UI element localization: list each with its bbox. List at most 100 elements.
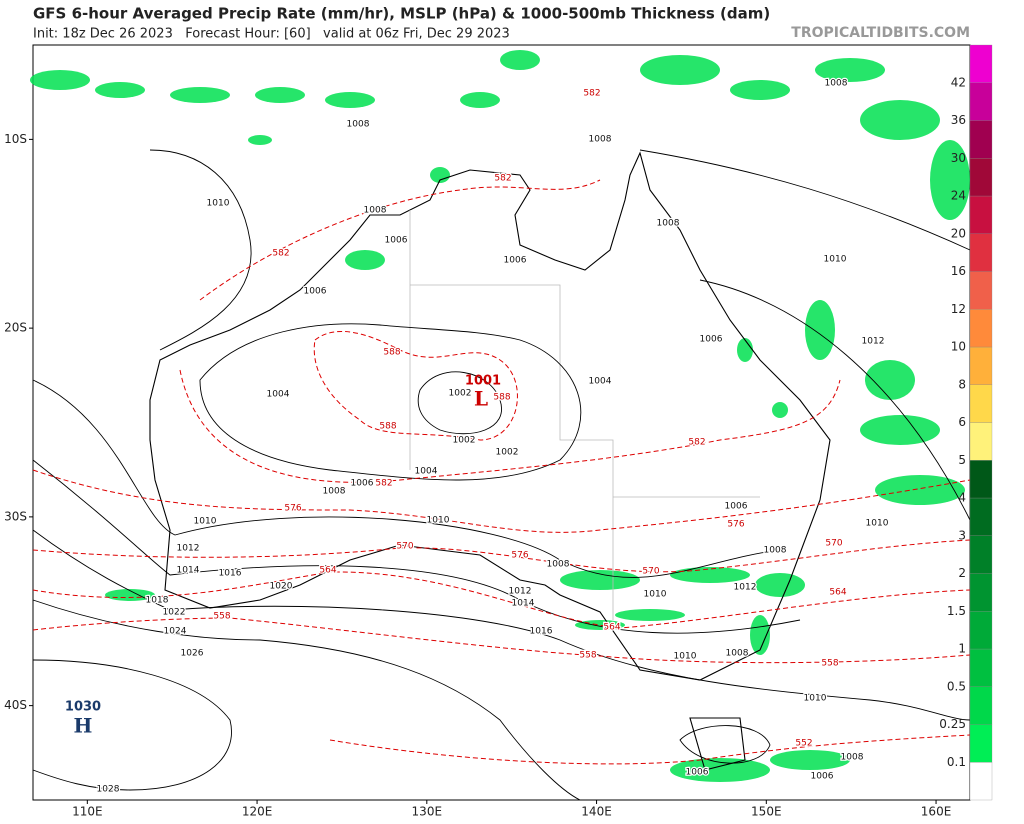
colorbar-label: 0.25 — [939, 717, 966, 731]
colorbar-label: 30 — [951, 151, 966, 165]
isobar-label: 1026 — [181, 649, 204, 659]
isobar-label: 1004 — [415, 467, 438, 477]
coastline — [149, 151, 831, 771]
colorbar-label: 16 — [951, 264, 966, 278]
isobar-label: 1022 — [163, 608, 186, 618]
precip-area — [875, 475, 965, 505]
thickness-label: 582 — [272, 249, 289, 259]
colorbar-box — [969, 82, 993, 121]
title: GFS 6-hour Averaged Precip Rate (mm/hr),… — [33, 5, 770, 23]
colorbar-label: 10 — [951, 340, 966, 354]
isobar-label: 1018 — [146, 596, 169, 606]
precip-area — [750, 615, 770, 655]
isobar-label: 1006 — [385, 236, 408, 246]
isobar-label: 1006 — [811, 772, 834, 782]
precip-area — [755, 573, 805, 597]
colorbar-box — [969, 648, 993, 687]
low-symbol: L — [474, 387, 488, 411]
colorbar-box — [969, 573, 993, 612]
precip-area — [95, 82, 145, 98]
isobar-label: 1016 — [219, 569, 242, 579]
isobar-label: 1010 — [644, 590, 667, 600]
colorbar-label: 24 — [951, 189, 966, 203]
subtitle: Init: 18z Dec 26 2023 Forecast Hour: [60… — [33, 27, 510, 42]
isobar — [32, 599, 581, 801]
colorbar-label: 5 — [958, 453, 966, 467]
isobar-label: 1010 — [824, 255, 847, 265]
colorbar-box — [969, 686, 993, 725]
precip-area — [770, 750, 850, 770]
isobar-label: 1014 — [177, 566, 200, 576]
isobar-label: 1006 — [504, 256, 527, 266]
isobar-label: 1008 — [764, 546, 787, 556]
isobar — [32, 459, 801, 634]
precip-area — [815, 58, 885, 82]
precip-area — [345, 250, 385, 270]
thickness-label: 588 — [379, 422, 396, 432]
state-borders — [409, 210, 760, 620]
colorbar-box — [969, 233, 993, 272]
precip-area — [805, 300, 835, 360]
precip-area — [500, 50, 540, 70]
precip-area — [105, 589, 155, 601]
high-symbol: H — [74, 714, 93, 738]
precip-area — [670, 567, 750, 583]
isobar — [32, 529, 971, 721]
colorbar-box — [969, 346, 993, 385]
colorbar-box — [969, 460, 993, 499]
precip-area — [248, 135, 272, 145]
isobar-label: 1006 — [351, 479, 374, 489]
thickness-line — [32, 571, 971, 629]
precip-area — [670, 758, 770, 782]
thickness-label: 588 — [493, 393, 510, 403]
isobar-label: 1008 — [364, 206, 387, 216]
thickness-label: 582 — [375, 479, 392, 489]
thickness-label: 576 — [284, 504, 301, 514]
thickness-label: 582 — [688, 438, 705, 448]
isobar — [639, 149, 971, 251]
isobar-label: 1008 — [825, 79, 848, 89]
isobar-label: 1008 — [726, 649, 749, 659]
precip-area — [640, 55, 720, 85]
precip-area — [170, 87, 230, 103]
colorbar-label: 6 — [958, 415, 966, 429]
thickness-label: 570 — [396, 542, 413, 552]
thickness-label: 570 — [825, 539, 842, 549]
colorbar-label: 36 — [951, 113, 966, 127]
colorbar-box — [969, 497, 993, 536]
colorbar-box — [969, 422, 993, 461]
colorbar-box — [969, 271, 993, 310]
thickness-label: 558 — [821, 659, 838, 669]
isobar-label: 1020 — [270, 582, 293, 592]
y-tick-label: 20S — [4, 321, 27, 335]
thickness-label: 588 — [383, 348, 400, 358]
thickness-label: 582 — [583, 89, 600, 99]
precip-area — [430, 167, 450, 183]
x-tick-label: 120E — [242, 805, 273, 819]
thickness-label: 576 — [727, 520, 744, 530]
thickness-line — [179, 369, 841, 483]
isobar-label: 1004 — [267, 390, 290, 400]
y-tick-label: 30S — [4, 509, 27, 523]
colorbar-label: 20 — [951, 226, 966, 240]
thickness-label: 552 — [795, 739, 812, 749]
colorbar-label: 12 — [951, 302, 966, 316]
x-tick-label: 150E — [751, 805, 782, 819]
precip-area — [730, 80, 790, 100]
colorbar-label: 1 — [958, 642, 966, 656]
thickness-label: 564 — [319, 566, 336, 576]
isobar — [699, 279, 971, 521]
colorbar-label: 2 — [958, 566, 966, 580]
thickness-line — [329, 734, 971, 765]
isobar-label: 1016 — [530, 627, 553, 637]
isobar-label: 1010 — [674, 652, 697, 662]
thickness-label: 570 — [642, 567, 659, 577]
isobar-label: 1008 — [589, 135, 612, 145]
isobar-label: 1008 — [841, 753, 864, 763]
isobar-label: 1008 — [323, 487, 346, 497]
colorbar-label: 8 — [958, 377, 966, 391]
isobar-label: 1012 — [509, 587, 532, 597]
isobar-label: 1006 — [700, 335, 723, 345]
colorbar-box — [969, 309, 993, 348]
